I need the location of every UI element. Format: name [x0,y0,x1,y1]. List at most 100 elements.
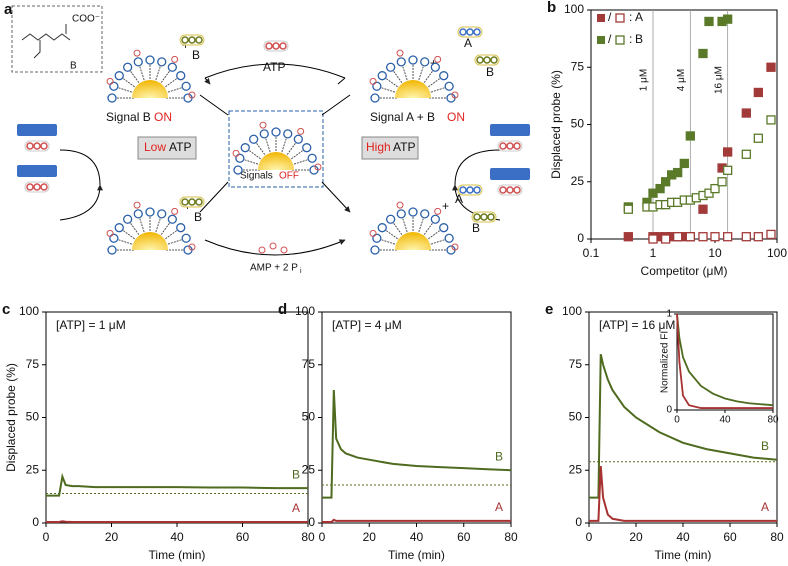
receptor [157,209,167,219]
point [766,115,776,125]
receptor [109,81,119,91]
legend-separator: / [608,10,612,24]
receptor [396,209,406,219]
y-tick-label: 50 [302,410,316,424]
receptor [123,214,133,224]
y-tick-label: 75 [569,357,583,371]
point [753,232,763,242]
y-tick-label: 0 [577,231,584,245]
high-label: High [366,140,391,154]
receptor [157,57,167,67]
bound [259,121,267,129]
line [46,472,308,497]
low-label: Low [144,140,166,154]
point [766,229,776,240]
ligand-bead [476,56,484,64]
y-tick-label: 100 [295,304,315,318]
inset-y-tick-label: 1 [666,309,672,320]
gold-core [132,232,168,250]
inset-x-tick-label: 0 [674,415,680,426]
y-tick-label: 25 [302,462,316,476]
arrow [59,149,100,221]
products-subscript: i [300,268,302,275]
ligand-bead [473,213,481,221]
y-tick-label: 25 [26,462,40,476]
line [589,465,777,522]
bound [369,229,377,237]
receptor [259,129,269,139]
x-axis-title: Competitor (μM) [641,264,728,278]
receptor [307,153,317,163]
phosphate [258,246,266,254]
receptor [145,55,155,65]
reference-label: 4 μM [676,69,687,91]
y-tick-label: 75 [26,357,40,371]
ligand-bead [40,183,48,191]
low-box [137,136,197,160]
bound [133,49,141,57]
reference-label: 16 μM [713,66,724,94]
receptor [114,71,124,81]
ligand-bead [195,198,203,206]
point [753,87,763,98]
ligand-bead [188,36,196,44]
receptor [123,62,133,72]
x-tick-label: 40 [410,530,424,544]
arrow [205,63,346,84]
receptor [293,134,303,144]
x-tick-label: 0.1 [583,246,600,260]
y-tick-label: 75 [302,357,316,371]
point [723,14,733,24]
ligand-bead [26,142,34,150]
enzyme [17,165,57,177]
receptor [377,71,387,81]
ligand-bead [26,183,34,191]
point [685,131,695,141]
x-axis-title: Time (min) [388,548,445,562]
x-tick-label: 20 [105,530,119,544]
point [741,232,751,242]
receptor [420,57,430,67]
point [741,108,751,118]
y-tick-label: 50 [571,117,585,131]
reference-label: 1 μM [639,69,650,91]
legend-colon: : [629,10,632,24]
receptor [420,209,430,219]
point [685,232,695,242]
receptor [271,127,281,137]
ligand-bead [279,42,287,50]
point [623,232,633,242]
x-tick-label: 60 [457,530,471,544]
receptor [107,93,117,103]
receptor [240,143,250,153]
enzyme [490,168,530,180]
receptor [370,245,380,255]
signals-state: OFF [279,171,299,182]
ligand-bead [466,28,474,36]
point [623,204,633,214]
y-tick-label: 50 [569,410,583,424]
scheme: a COO⁻ B + B ATP Signal B ON Low ATP Sig… [4,1,530,275]
bound [297,127,305,135]
ligand-bead [459,186,467,194]
receptor [181,233,191,243]
ligand-bead [33,142,41,150]
bound [106,229,114,237]
point [679,158,689,169]
x-tick-label: 0 [586,530,593,544]
series-label: A [495,500,503,514]
bound [434,55,442,63]
ligand-label: A [455,192,463,206]
receptor [109,233,119,243]
series-label: B [292,467,300,481]
bound [171,207,179,215]
plus: + [442,199,449,213]
ligand-bead [483,56,491,64]
ligand-bead [466,186,474,194]
receptor [302,143,312,153]
ligand-bead [195,36,203,44]
atp-level: ATP [393,140,415,154]
receptor [176,223,186,233]
legend-label: A [635,10,643,24]
x-tick-label: 80 [504,530,518,544]
